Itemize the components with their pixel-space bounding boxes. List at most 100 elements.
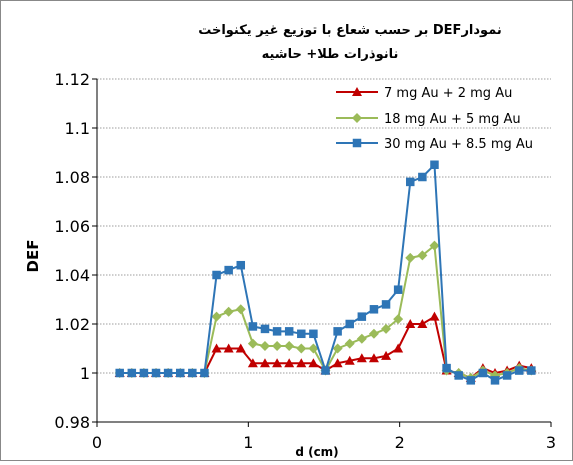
- data-point: [381, 350, 392, 360]
- data-point: [212, 270, 221, 280]
- data-point: [175, 368, 185, 378]
- data-point: [345, 319, 354, 329]
- y-tick-label: 1: [80, 364, 90, 383]
- data-point: [332, 343, 343, 354]
- data-point: [224, 265, 233, 275]
- data-point: [115, 368, 124, 378]
- data-point: [235, 343, 246, 353]
- data-point: [344, 338, 355, 349]
- legend-entry-1: 7 mg Au + 2 mg Au: [336, 86, 512, 101]
- data-point: [368, 353, 379, 363]
- data-point: [223, 306, 234, 317]
- legend-label: 30 mg Au + 8.5 mg Au: [384, 137, 533, 152]
- data-point: [223, 343, 234, 353]
- legend-label: 7 mg Au + 2 mg Au: [384, 86, 512, 101]
- x-tick-label: 3: [546, 433, 556, 452]
- data-point: [272, 327, 282, 336]
- data-point: [393, 314, 404, 325]
- legend-marker: [352, 87, 362, 96]
- data-point: [151, 368, 161, 378]
- data-point: [296, 343, 307, 354]
- data-point: [344, 355, 355, 365]
- data-point: [260, 324, 270, 334]
- x-axis-title: d (cm): [295, 445, 338, 459]
- data-point: [381, 300, 391, 309]
- data-point: [309, 329, 318, 339]
- data-point: [296, 358, 307, 368]
- legend-marker: [352, 138, 362, 148]
- data-point: [163, 368, 173, 378]
- data-point: [235, 304, 246, 315]
- data-point: [247, 338, 258, 349]
- data-point: [284, 341, 295, 352]
- data-point: [127, 368, 137, 378]
- data-point: [321, 366, 330, 375]
- data-point: [454, 371, 463, 380]
- y-tick-label: 1.04: [54, 266, 90, 285]
- data-point: [369, 305, 379, 314]
- axes: [92, 78, 552, 427]
- data-point: [200, 368, 209, 378]
- legend: 7 mg Au + 2 mg Au 18 mg Au + 5 mg Au 30 mg…: [336, 86, 533, 152]
- data-point: [429, 240, 440, 251]
- data-point: [272, 358, 283, 368]
- series-group: [114, 160, 537, 385]
- y-tick-label: 1.06: [54, 217, 90, 236]
- data-point: [259, 358, 270, 368]
- x-tick-label: 1: [243, 433, 253, 452]
- data-point: [308, 343, 319, 354]
- data-point: [247, 358, 258, 368]
- data-point: [430, 160, 439, 169]
- data-point: [442, 363, 451, 373]
- data-point: [417, 250, 428, 261]
- y-axis-title: DEF: [24, 240, 42, 273]
- legend-entry-3: 30 mg Au + 8.5 mg Au: [336, 137, 533, 152]
- data-point: [490, 376, 500, 385]
- data-point: [308, 358, 319, 368]
- data-point: [259, 341, 270, 352]
- data-point: [139, 368, 149, 378]
- data-point: [236, 260, 246, 270]
- legend-label: 18 mg Au + 5 mg Au: [384, 112, 521, 127]
- data-point: [418, 172, 427, 182]
- tick-labels: 0.98 1 1.02 1.04 1.06 1.08 1.1 1.12 0 1 2 3: [54, 70, 556, 452]
- data-point: [405, 252, 416, 263]
- y-tick-label: 1.1: [65, 119, 90, 138]
- data-point: [356, 353, 367, 363]
- data-point: [381, 323, 392, 334]
- y-tick-label: 1.08: [54, 168, 90, 187]
- data-point: [297, 329, 306, 339]
- data-point: [248, 322, 258, 331]
- data-point: [393, 285, 403, 294]
- legend-entry-2: 18 mg Au + 5 mg Au: [336, 112, 521, 127]
- data-point: [417, 319, 428, 328]
- data-point: [211, 311, 222, 322]
- x-tick-label: 2: [395, 433, 405, 452]
- x-tick-label: 0: [92, 433, 102, 452]
- legend-marker: [352, 113, 362, 123]
- data-point: [406, 177, 415, 187]
- data-point: [272, 341, 283, 352]
- chart-title-line-2: نانوذرات طلا+ حاشیه: [262, 47, 399, 62]
- data-point: [211, 343, 222, 353]
- data-point: [284, 327, 294, 336]
- data-point: [357, 312, 367, 321]
- y-tick-label: 0.98: [54, 413, 90, 432]
- chart-title-line-1: بر حسب شعاع با توزیع غیر یکنواخت DEFنمود…: [198, 23, 502, 38]
- data-point: [527, 366, 536, 375]
- data-point: [429, 311, 440, 321]
- data-point: [368, 328, 379, 339]
- data-point: [393, 343, 404, 353]
- data-point: [514, 366, 524, 375]
- data-point: [478, 368, 488, 378]
- data-point: [405, 319, 416, 328]
- data-point: [332, 358, 343, 368]
- series-3: [115, 160, 536, 385]
- y-tick-label: 1.02: [54, 315, 90, 334]
- data-point: [333, 327, 342, 336]
- data-point: [356, 333, 367, 344]
- y-tick-label: 1.12: [54, 70, 90, 89]
